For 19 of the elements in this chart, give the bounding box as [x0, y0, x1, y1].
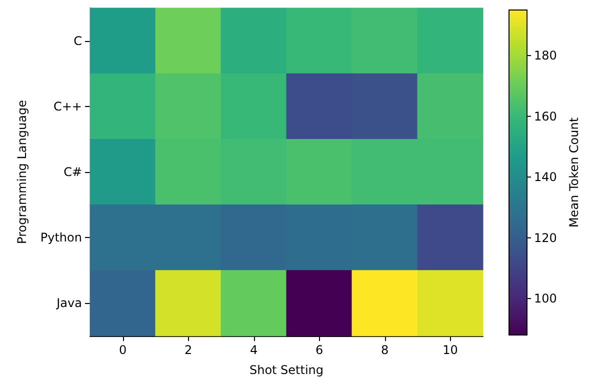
x-axis-title: Shot Setting	[249, 363, 324, 377]
y-axis-title: Programming Language	[15, 100, 29, 244]
y-tick-label: Python	[40, 230, 82, 245]
x-tick-label: 0	[118, 343, 127, 357]
y-tick-label: Java	[56, 296, 82, 310]
color-bar-title: Mean Token Count	[567, 117, 581, 228]
x-tick-label: 8	[380, 343, 389, 357]
color-bar-label: 180	[534, 48, 557, 63]
color-bar-label: 140	[534, 170, 557, 184]
color-bar-label: 160	[534, 109, 557, 124]
y-tick-label: C++	[54, 99, 82, 114]
y-tick-label: C	[74, 34, 82, 48]
x-tick-label: 4	[250, 343, 258, 357]
color-bar-label: 120	[534, 230, 557, 245]
x-tick-label: 10	[442, 343, 458, 357]
color-bar-label: 100	[534, 292, 557, 306]
x-tick-label: 6	[315, 343, 324, 357]
x-tick-label: 2	[184, 343, 192, 357]
y-tick-label: C#	[64, 165, 82, 179]
